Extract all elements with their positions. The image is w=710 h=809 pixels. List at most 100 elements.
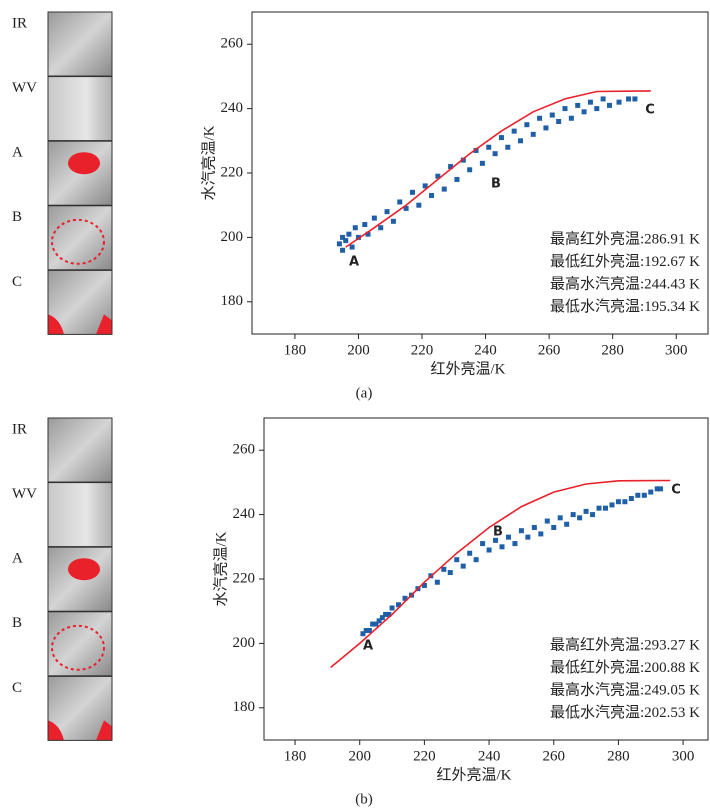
scatter-point [473, 147, 479, 153]
y-tick-label: 200 [233, 635, 256, 651]
caption: (a) [356, 385, 373, 401]
y-tick-label: 220 [233, 570, 256, 586]
scatter-point [421, 582, 427, 588]
scatter-point [609, 502, 615, 508]
scatter-point [429, 193, 435, 199]
y-tick-label: 260 [221, 36, 244, 52]
scatter-point [467, 167, 473, 173]
scatter-point [632, 96, 638, 102]
scatter-point [583, 508, 589, 514]
scatter-point [435, 173, 441, 179]
point-annotation: B [493, 525, 503, 540]
scatter-point [530, 131, 536, 137]
scatter-point [403, 205, 409, 211]
stat-line: 最高红外亮温:293.27 K [550, 636, 700, 653]
region-b [51, 624, 105, 671]
scatter-point [575, 102, 581, 108]
scatter-point [524, 122, 530, 128]
x-tick-label: 180 [284, 748, 307, 764]
y-tick-label: 240 [221, 100, 244, 116]
x-tick-label: 220 [411, 342, 434, 358]
point-annotation: C [671, 483, 681, 498]
x-tick-label: 260 [538, 342, 561, 358]
x-tick-label: 300 [672, 748, 695, 764]
strip-label: B [12, 209, 22, 225]
scatter-point [600, 96, 606, 102]
scatter-point [518, 528, 524, 534]
scatter-point [355, 234, 361, 240]
scatter-point [492, 151, 498, 157]
scatter-point [434, 579, 440, 585]
image-border [47, 417, 113, 483]
y-tick-label: 220 [221, 164, 244, 180]
scatter-point [352, 225, 358, 231]
scatter-point [499, 544, 505, 550]
scatter-point [551, 524, 557, 530]
x-tick-label: 240 [474, 342, 497, 358]
scatter-point [657, 486, 663, 492]
region-a [68, 152, 100, 175]
scatter-point [615, 499, 621, 505]
x-axis-label: 红外亮温/K [436, 766, 511, 783]
image-b [48, 205, 112, 270]
scatter-point [606, 102, 612, 108]
y-axis-label: 水汽亮温/K [212, 531, 229, 606]
scatter-point [340, 247, 346, 253]
scatter-point [505, 534, 511, 540]
scatter-point [346, 231, 352, 237]
image-border [47, 205, 113, 271]
scatter-point [362, 222, 368, 228]
scatter-point [587, 99, 593, 105]
scatter-point [486, 144, 492, 150]
image-border [47, 675, 113, 741]
scatter-point [594, 106, 600, 112]
region-b [51, 218, 105, 265]
strip-label: WV [12, 486, 37, 502]
point-annotation: A [363, 639, 373, 654]
point-annotation: C [645, 103, 655, 118]
scatter-point [479, 160, 485, 166]
scatter-point [505, 144, 511, 150]
scatter-point [602, 505, 608, 511]
scatter-point [596, 505, 602, 511]
scatter-point [460, 563, 466, 569]
stat-line: 最低水汽亮温:202.53 K [550, 704, 700, 721]
caption: (b) [355, 791, 373, 807]
scatter-point [441, 566, 447, 572]
scatter-point [384, 209, 390, 215]
scatter-point [366, 628, 372, 634]
scatter-point [525, 534, 531, 540]
scatter-point [654, 486, 660, 492]
scatter-point [397, 199, 403, 205]
y-axis-label: 水汽亮温/K [200, 125, 217, 200]
scatter-point [568, 115, 574, 121]
x-tick-label: 300 [665, 342, 688, 358]
scatter-point [454, 557, 460, 563]
strip-label: A [12, 145, 23, 161]
image-border [47, 269, 113, 335]
scatter-point [622, 499, 628, 505]
scatter-point [340, 234, 346, 240]
x-tick-label: 200 [347, 342, 370, 358]
scatter-point [416, 202, 422, 208]
scatter-point [379, 615, 385, 621]
strip-label: WV [12, 80, 37, 96]
scatter-point [389, 605, 395, 611]
x-tick-label: 240 [478, 748, 501, 764]
region-c [48, 720, 112, 741]
scatter-point [616, 99, 622, 105]
scatter-point [544, 518, 550, 524]
scatter-point [628, 496, 634, 501]
region-a [68, 558, 100, 581]
y-tick-label: 240 [233, 506, 256, 522]
scatter-point [343, 238, 349, 244]
scatter-point [376, 618, 382, 624]
scatter-point [373, 621, 379, 627]
scatter-point [363, 628, 369, 634]
scatter-point [549, 112, 555, 118]
y-tick-label: 200 [221, 229, 244, 245]
scatter-point [447, 570, 453, 576]
scatter-point [467, 550, 473, 556]
strip-label: B [12, 615, 22, 631]
x-tick-label: 220 [413, 748, 436, 764]
